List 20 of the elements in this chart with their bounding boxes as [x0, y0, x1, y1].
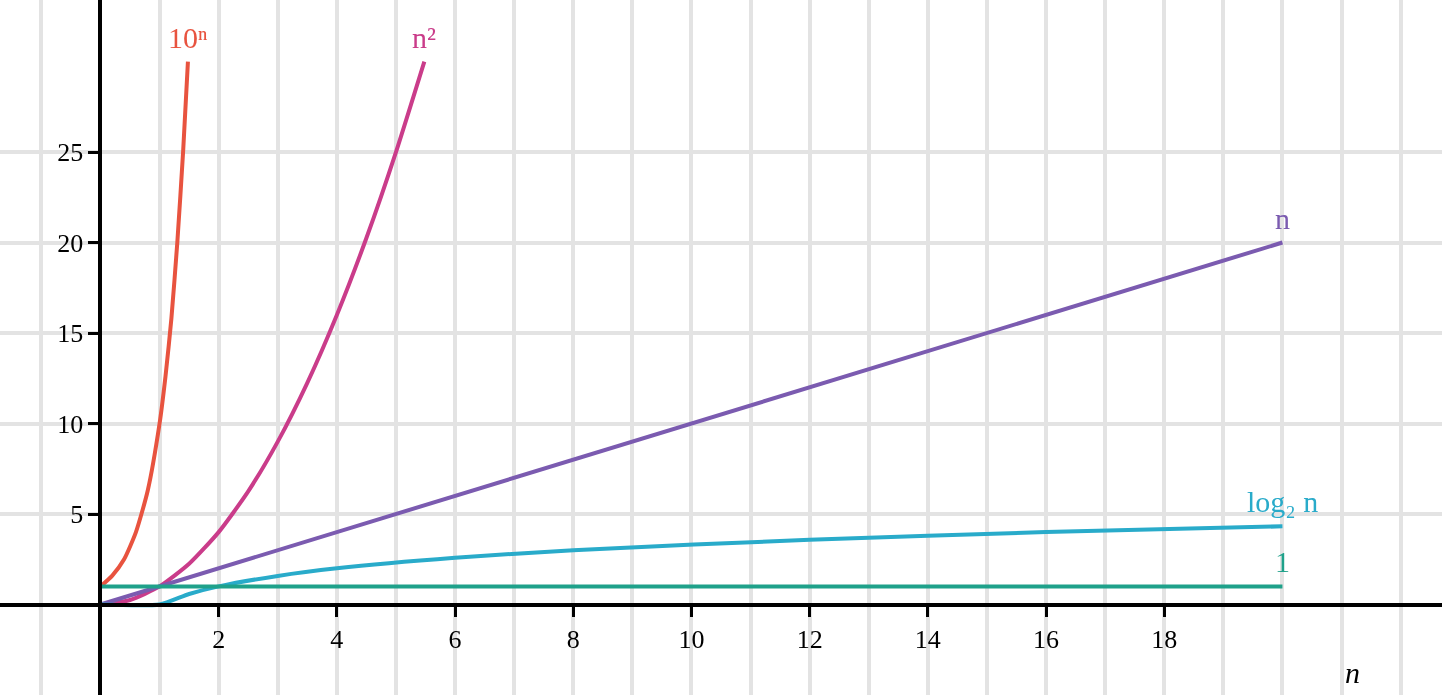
- series-label: n: [1275, 202, 1290, 235]
- y-tick-label: 20: [57, 228, 84, 258]
- x-tick-label: 10: [678, 624, 705, 654]
- x-tick-label: 8: [566, 624, 580, 654]
- y-tick-label: 5: [70, 500, 84, 530]
- x-axis-title: n: [1345, 656, 1360, 689]
- x-tick-label: 18: [1151, 624, 1178, 654]
- x-tick-label: 16: [1033, 624, 1060, 654]
- y-tick-label: 15: [57, 319, 84, 349]
- series-label: n²: [412, 21, 436, 54]
- x-tick-label: 12: [796, 624, 823, 654]
- series-label: 10ⁿ: [168, 21, 208, 54]
- y-tick-label: 25: [57, 138, 84, 168]
- x-tick-label: 14: [914, 624, 941, 654]
- x-tick-label: 2: [212, 624, 226, 654]
- x-tick-label: 4: [330, 624, 344, 654]
- series-label: 1: [1275, 545, 1290, 578]
- x-tick-label: 6: [448, 624, 462, 654]
- y-tick-label: 10: [57, 409, 84, 439]
- series-label: log₂ n: [1247, 485, 1319, 518]
